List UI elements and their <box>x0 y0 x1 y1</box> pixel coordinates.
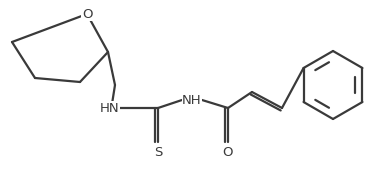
Text: S: S <box>154 145 162 159</box>
Text: HN: HN <box>100 102 120 114</box>
Text: NH: NH <box>182 93 202 107</box>
Text: O: O <box>82 8 92 21</box>
Text: O: O <box>223 145 233 159</box>
